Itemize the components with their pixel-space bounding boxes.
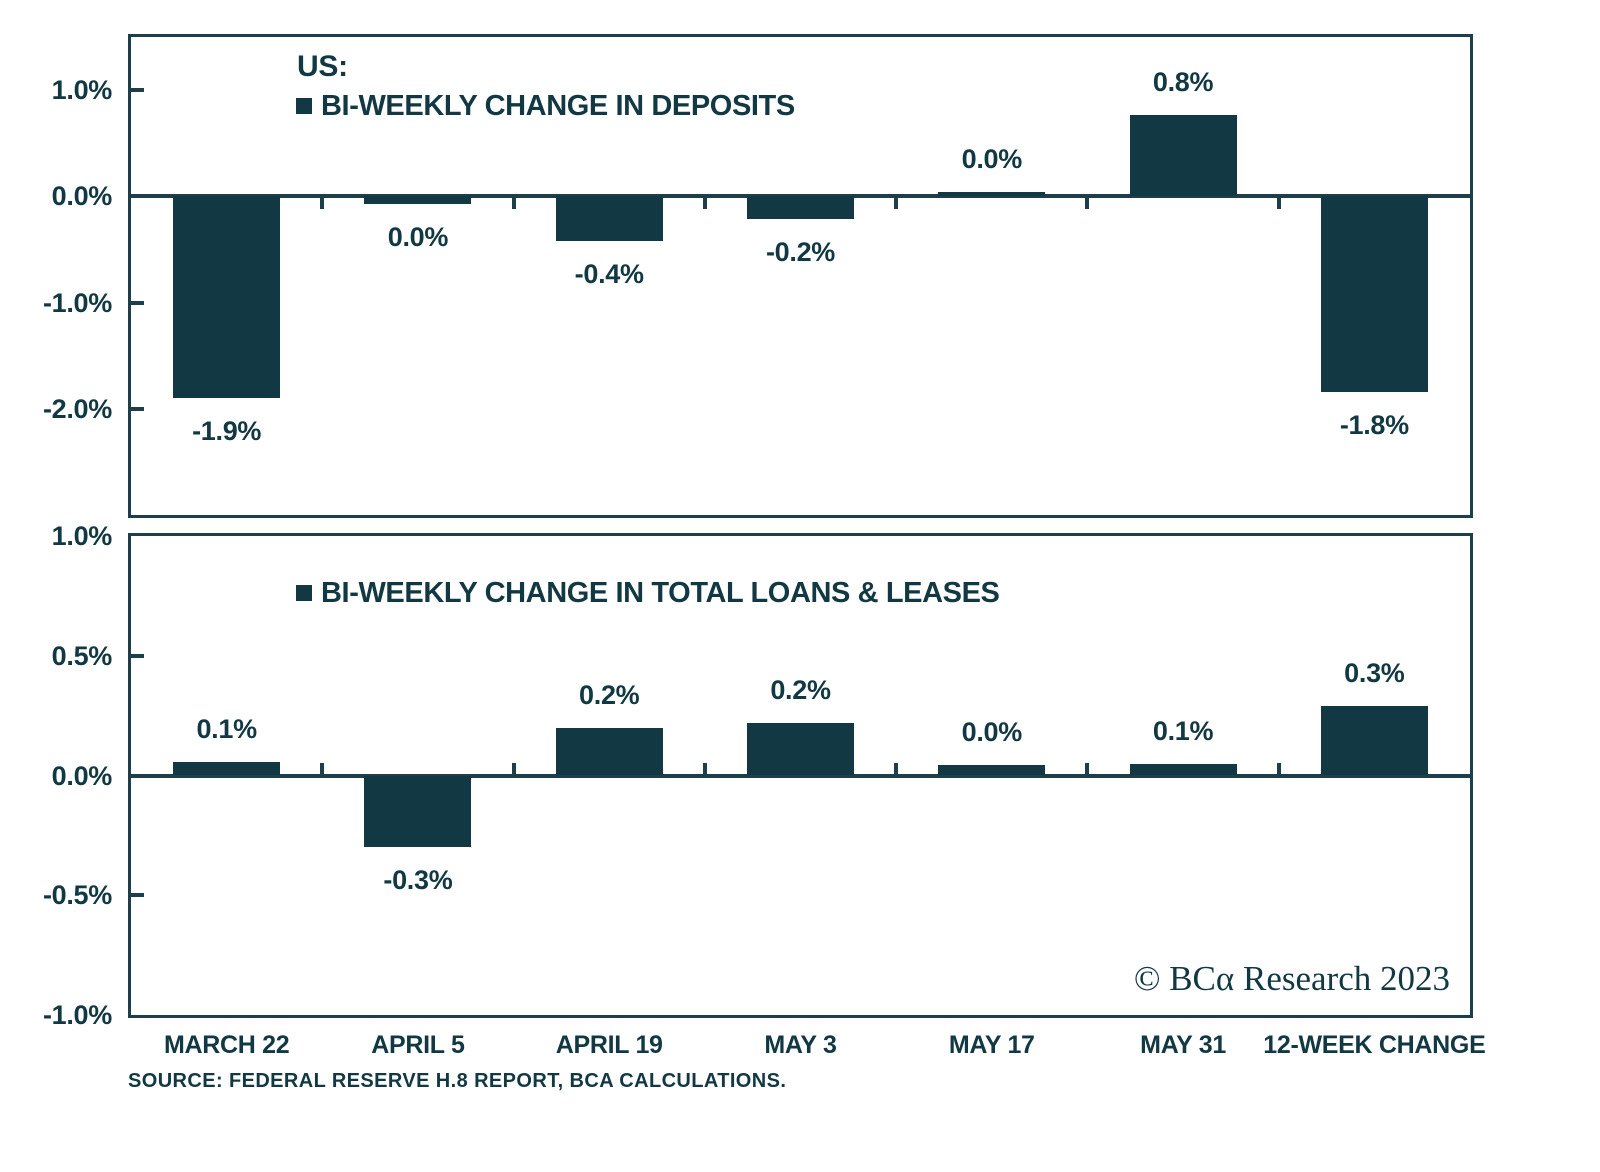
x-axis-label-may-17: MAY 17 xyxy=(948,1031,1035,1059)
y-axis-tick xyxy=(131,88,144,93)
x-axis-tick xyxy=(894,196,899,210)
value-label-may-3: 0.2% xyxy=(770,674,831,705)
y-axis-tick xyxy=(131,893,144,898)
y-tick-label: -2.0% xyxy=(42,393,112,424)
zero-axis-line xyxy=(131,773,1470,778)
value-label-april-19: -0.4% xyxy=(574,258,644,289)
bar-may-3 xyxy=(747,722,854,776)
bar-april-19 xyxy=(555,196,663,241)
y-tick-label: 0.5% xyxy=(51,640,113,671)
source-note: SOURCE: FEDERAL RESERVE H.8 REPORT, BCA … xyxy=(128,1070,787,1092)
value-label-march-22: -1.9% xyxy=(192,416,262,447)
bar-may-17 xyxy=(938,764,1046,776)
x-axis-tick xyxy=(511,762,516,776)
bar-may-31 xyxy=(1129,114,1237,197)
x-axis-tick xyxy=(511,196,516,210)
x-axis-label-12-week-change: 12-WEEK CHANGE xyxy=(1263,1031,1486,1059)
bar-april-5 xyxy=(364,196,472,204)
loans-plot xyxy=(128,533,1473,1018)
value-label-may-31: 0.1% xyxy=(1152,715,1214,746)
bar-april-5 xyxy=(364,775,472,848)
deposits-legend-marker-icon xyxy=(296,98,312,114)
y-axis-tick xyxy=(131,653,144,658)
y-tick-label: -1.0% xyxy=(42,287,112,318)
value-label-may-17: 0.0% xyxy=(961,716,1023,747)
x-axis-label-may-31: MAY 31 xyxy=(1140,1031,1226,1059)
y-tick-label: 0.0% xyxy=(51,181,113,212)
bar-march-22 xyxy=(173,762,281,776)
y-axis-tick xyxy=(131,406,144,411)
x-axis-tick xyxy=(1276,762,1281,776)
x-axis-label-march-22: MARCH 22 xyxy=(163,1031,290,1059)
deposits-legend-label: BI-WEEKLY CHANGE IN DEPOSITS xyxy=(321,90,795,122)
bar-may-17 xyxy=(938,192,1046,197)
value-label-may-17: 0.0% xyxy=(961,144,1023,175)
x-axis-tick xyxy=(320,762,325,776)
bar-may-31 xyxy=(1129,763,1237,776)
x-axis-tick xyxy=(320,196,325,210)
value-label-12-week-change: -1.8% xyxy=(1339,409,1409,440)
deposits-legend: BI-WEEKLY CHANGE IN DEPOSITS xyxy=(296,91,795,121)
x-axis-label-april-19: APRIL 19 xyxy=(555,1031,663,1059)
value-label-april-19: 0.2% xyxy=(579,679,640,710)
y-axis-tick xyxy=(131,300,144,305)
chart-title: US: xyxy=(297,50,348,83)
y-tick-label: -1.0% xyxy=(42,1000,112,1030)
loans-legend-marker-icon xyxy=(296,585,312,601)
x-axis-tick xyxy=(702,196,707,210)
deposits-plot xyxy=(128,34,1473,518)
x-axis-label-may-3: MAY 3 xyxy=(764,1031,837,1059)
y-tick-label: 1.0% xyxy=(51,75,113,106)
loans-legend: BI-WEEKLY CHANGE IN TOTAL LOANS & LEASES xyxy=(296,577,1000,609)
bar-may-3 xyxy=(747,196,854,219)
y-tick-label: -0.5% xyxy=(42,880,112,911)
y-tick-label: 1.0% xyxy=(51,521,113,551)
value-label-april-5: 0.0% xyxy=(387,221,449,252)
y-tick-label: 0.0% xyxy=(51,760,113,791)
x-axis-tick xyxy=(894,762,899,776)
x-axis-tick xyxy=(1085,196,1090,210)
copyright: © BCα Research 2023 xyxy=(1133,959,1450,998)
x-axis-tick xyxy=(702,762,707,776)
value-label-april-5: -0.3% xyxy=(383,865,453,896)
value-label-march-22: 0.1% xyxy=(196,714,257,745)
x-axis-tick xyxy=(1085,762,1090,776)
x-axis-label-april-5: APRIL 5 xyxy=(371,1031,465,1059)
x-axis-tick xyxy=(1276,196,1281,210)
bar-april-19 xyxy=(555,727,663,776)
bar-march-22 xyxy=(173,196,281,399)
value-label-may-31: 0.8% xyxy=(1152,66,1214,97)
value-label-12-week-change: 0.3% xyxy=(1344,658,1405,689)
value-label-may-3: -0.2% xyxy=(765,236,836,267)
bar-12-week-change xyxy=(1320,706,1428,776)
bar-12-week-change xyxy=(1320,196,1428,392)
loans-legend-label: BI-WEEKLY CHANGE IN TOTAL LOANS & LEASES xyxy=(321,577,1000,609)
